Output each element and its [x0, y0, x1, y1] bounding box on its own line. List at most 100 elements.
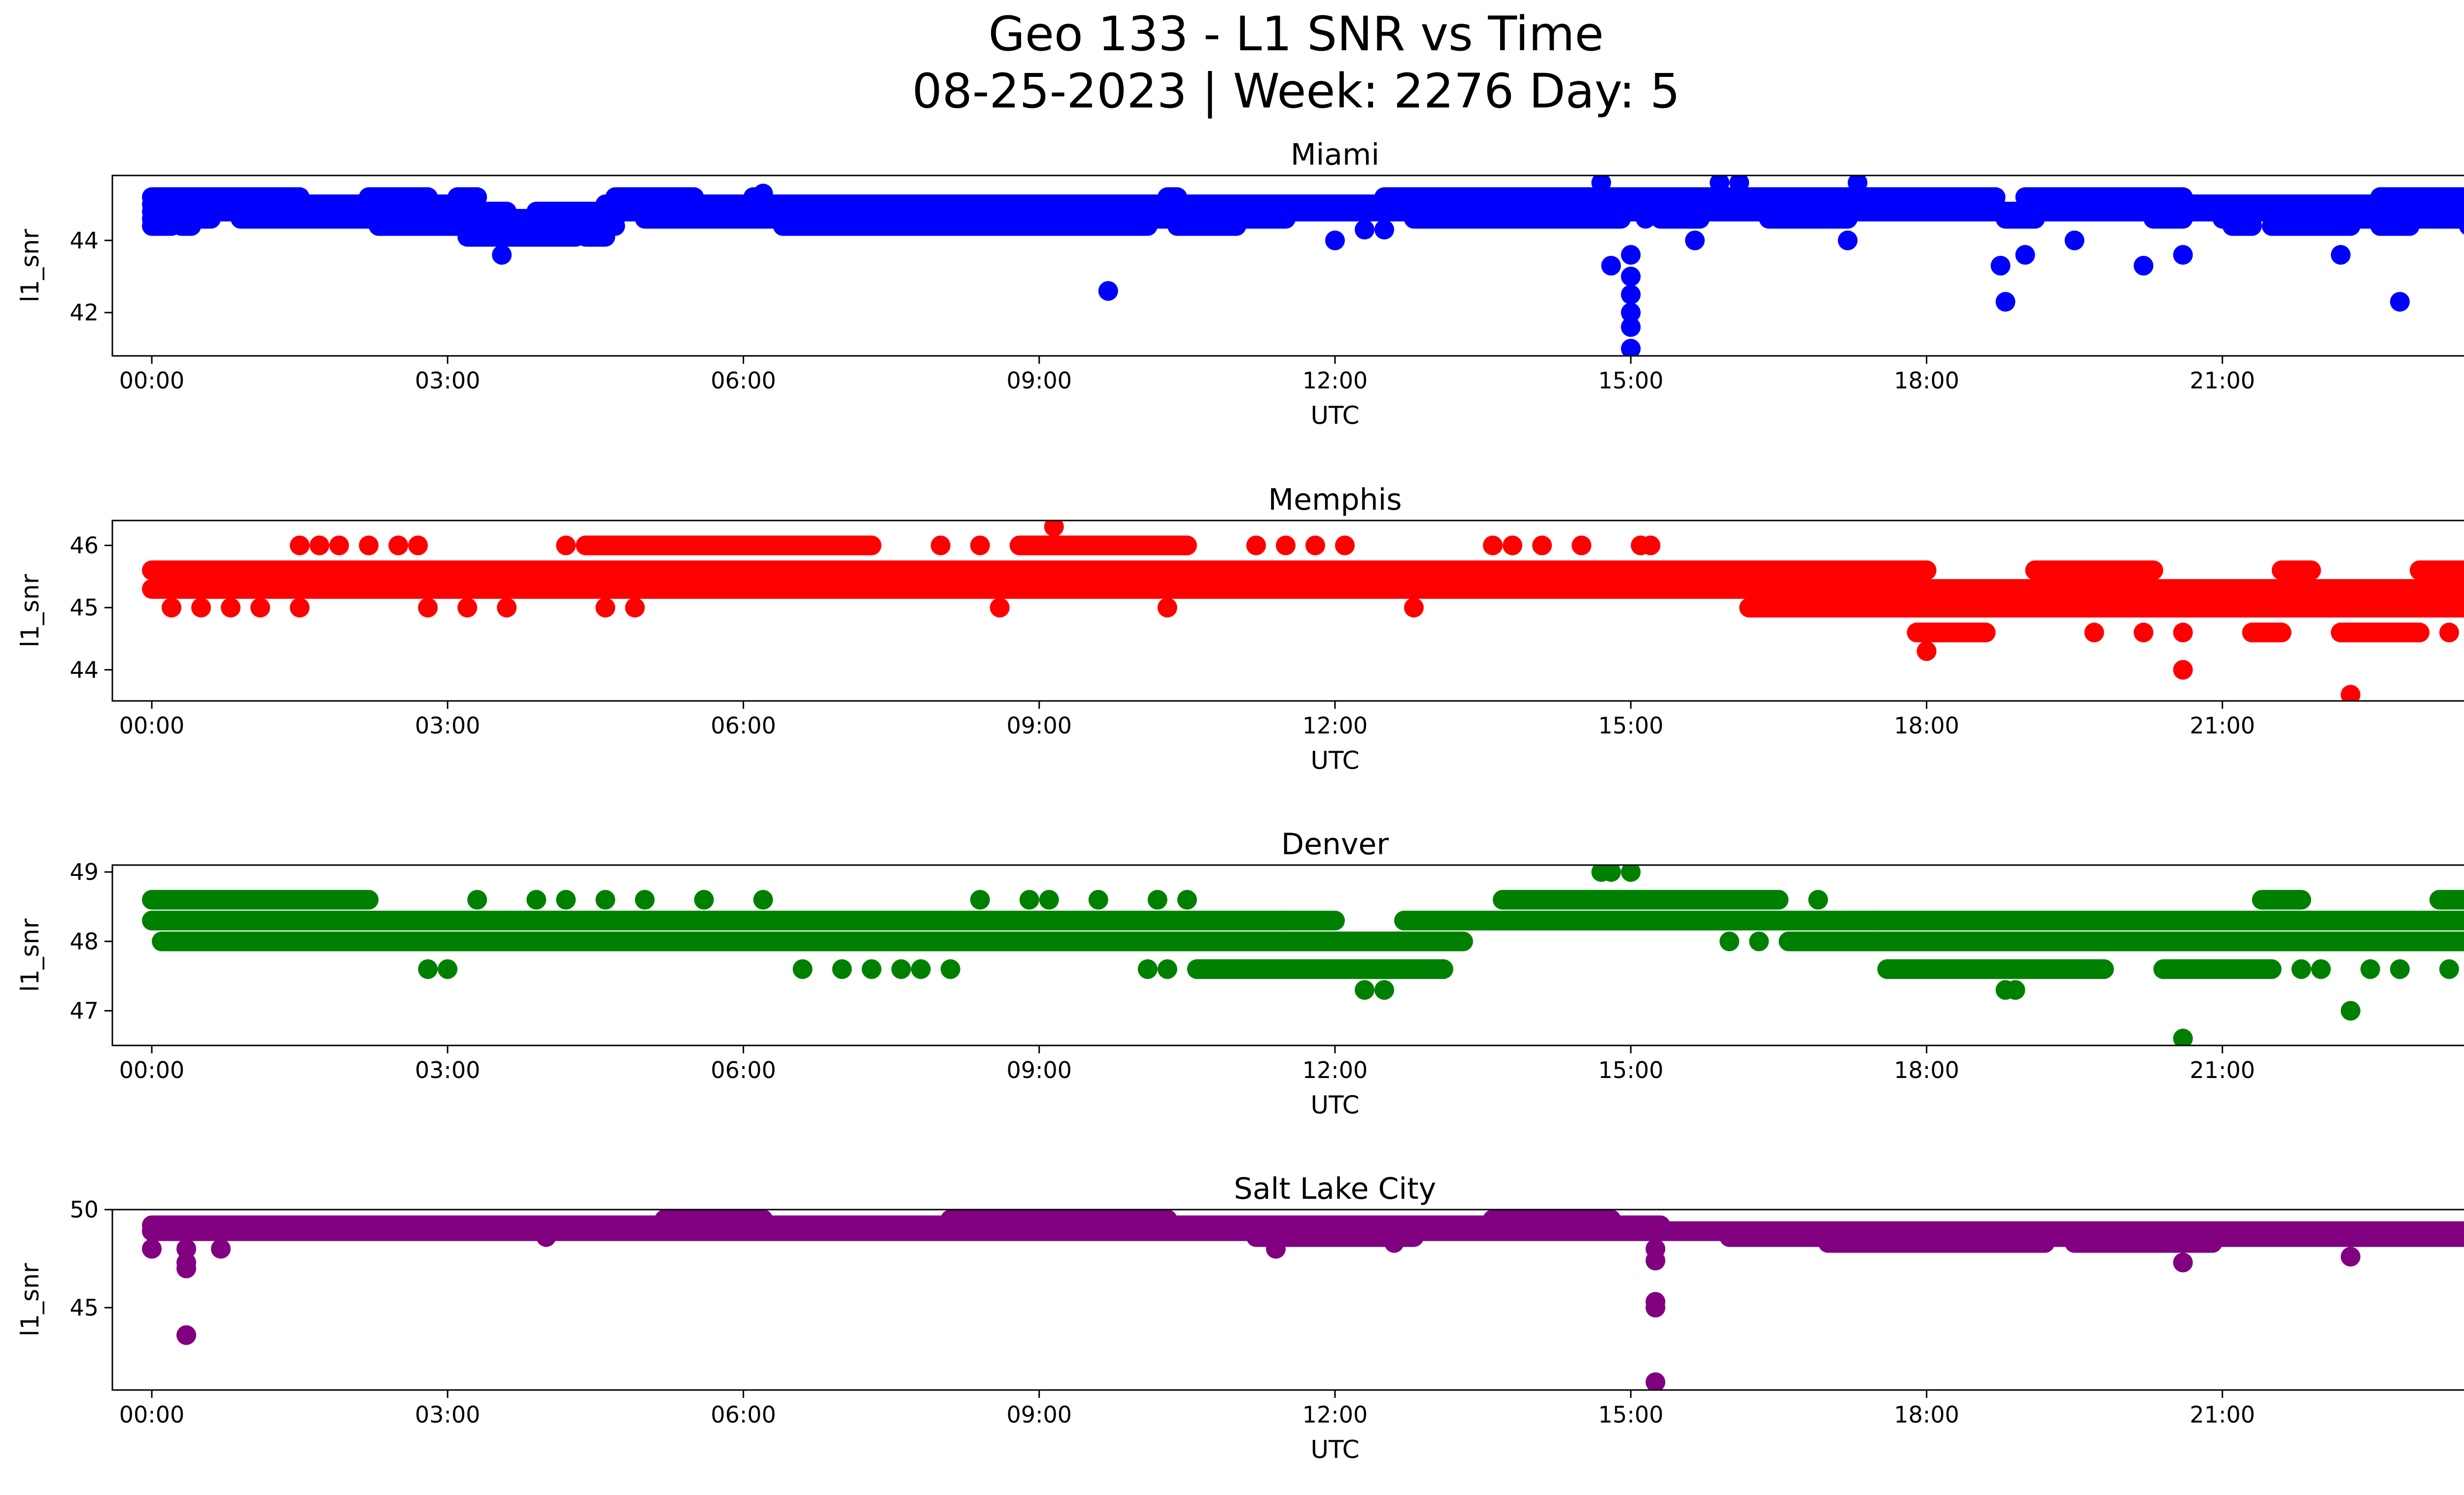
- panel-3-point-4: [635, 890, 655, 910]
- panel-2-point-31: [1157, 597, 1177, 618]
- panel-2-point-4: [388, 535, 409, 556]
- panel-4-xtick-label-0: 00:00: [119, 1401, 185, 1428]
- panel-3-point-0: [467, 890, 487, 910]
- panel-2-point-5: [408, 535, 428, 556]
- panel-1-xtick-label-3: 09:00: [1006, 367, 1072, 394]
- panel-4-point-11: [2173, 1252, 2193, 1273]
- panel-2-point-1: [309, 535, 330, 556]
- panel-3-point-1: [526, 890, 547, 910]
- panel-3-point-3: [595, 890, 616, 910]
- panel-3-xtick-label-7: 21:00: [2190, 1057, 2255, 1083]
- panel-2-point-22: [221, 597, 241, 618]
- panel-1-point-7: [1621, 303, 1641, 323]
- panel-4-point-12: [2340, 1247, 2361, 1267]
- panel-1-point-8: [1621, 317, 1641, 337]
- panel-2-xtick-label-5: 15:00: [1598, 712, 1664, 739]
- panel-1-point-26: [1729, 175, 1749, 193]
- panel-3-xtick-label-3: 09:00: [1006, 1057, 1072, 1083]
- panel-3-xtick-label-2: 06:00: [711, 1057, 776, 1083]
- panel-2-point-12: [1335, 535, 1355, 556]
- panel-2-point-13: [1483, 535, 1503, 556]
- panel-1-point-3: [1601, 256, 1621, 276]
- panel-3-point-25: [1157, 959, 1177, 979]
- panel-3-point-9: [1039, 890, 1059, 910]
- panel-3-point-18: [792, 959, 813, 979]
- panel-3: Denver 00:00 03:00 06:00 09:00 12:00 15:00 18:0…: [16, 827, 2464, 1119]
- panel-3-point-10: [1088, 890, 1108, 910]
- panel-3-point-35: [1374, 980, 1395, 1000]
- panel-1-point-16: [2173, 245, 2193, 265]
- panel-1-ylabel: l1_snr: [16, 229, 44, 302]
- panel-3-point-37: [2005, 980, 2025, 1000]
- panel-3-xtick-label-4: 12:00: [1302, 1057, 1368, 1083]
- panel-1-xtick-label-1: 03:00: [415, 367, 480, 394]
- panel-3-point-2: [556, 890, 576, 910]
- panel-1-point-4: [1621, 245, 1641, 265]
- panel-4-xtick-label-5: 15:00: [1598, 1401, 1664, 1428]
- panel-2-xtick-label-2: 06:00: [711, 712, 776, 739]
- panel-1-point-15: [2133, 256, 2154, 276]
- panel-3-xtick-label-6: 18:00: [1894, 1057, 1959, 1083]
- panel-4: Salt Lake City 00:00 03:00 06:00 09:00 12:00 1…: [16, 1172, 2464, 1464]
- panel-4-point-15: [1384, 1233, 1404, 1253]
- panel-1-xtick-label-2: 06:00: [711, 367, 776, 394]
- panel-4-ytick-label-1: 50: [69, 1196, 99, 1223]
- panel-2-point-14: [1503, 535, 1523, 556]
- panel-2-point-16: [1572, 535, 1592, 556]
- panel-3-point-23: [940, 959, 960, 979]
- panel-1-point-9: [1621, 339, 1641, 356]
- panel-3-point-30: [2439, 959, 2459, 979]
- panel-3-xtick-label-1: 03:00: [415, 1057, 480, 1083]
- panel-3-point-33: [1621, 865, 1641, 882]
- panel-4-point-16: [536, 1227, 556, 1247]
- panel-2-point-11: [1305, 535, 1325, 556]
- panel-1-xtick-label-4: 12:00: [1302, 367, 1368, 394]
- panel-2-point-24: [290, 597, 310, 618]
- panel-3-point-19: [832, 959, 852, 979]
- panel-1-point-14: [2064, 230, 2085, 250]
- panel-4-title: Salt Lake City: [1234, 1172, 1437, 1206]
- panel-1-point-5: [1621, 266, 1641, 286]
- panel-4-point-10: [1645, 1372, 1666, 1390]
- panel-4-ylabel: l1_snr: [16, 1263, 44, 1336]
- panel-2-xtick-label-6: 18:00: [1894, 712, 1959, 739]
- panel-1-point-1: [1098, 281, 1118, 301]
- panel-2-point-2: [329, 535, 349, 556]
- panel-1-point-27: [1848, 175, 1868, 193]
- panel-3-point-29: [2390, 959, 2410, 979]
- panel-2-ytick-label-0: 44: [69, 657, 99, 683]
- panel-1-data: [142, 175, 2464, 356]
- panel-1-point-12: [1995, 292, 2016, 312]
- panel-2-xtick-label-7: 21:00: [2190, 712, 2255, 739]
- panel-3-ytick-label-1: 48: [69, 928, 99, 955]
- panel-3-ytick-label-2: 49: [69, 859, 99, 885]
- panel-2-point-8: [970, 535, 990, 556]
- panel-3-point-8: [1019, 890, 1039, 910]
- panel-2-point-10: [1275, 535, 1296, 556]
- panel-2-point-20: [162, 597, 182, 618]
- panel-4-xtick-label-3: 09:00: [1006, 1401, 1072, 1428]
- panel-4-point-5: [211, 1239, 231, 1259]
- panel-2-point-19: [1044, 521, 1064, 537]
- panel-1-ytick-label-1: 44: [69, 227, 99, 254]
- panel-2-ytick-label-1: 45: [69, 594, 99, 621]
- panel-2-xtick-label-3: 09:00: [1006, 712, 1072, 739]
- panel-2-point-23: [250, 597, 271, 618]
- panel-4-ytick-label-0: 45: [69, 1294, 99, 1321]
- panel-3-point-16: [418, 959, 438, 979]
- panel-4-point-0: [142, 1239, 162, 1259]
- panel-1: Miami 00:00 03:00 06:00 09:00 12:00 15:00 18:00…: [16, 138, 2464, 430]
- panel-2-point-9: [1246, 535, 1266, 556]
- panel-1-point-10: [1636, 209, 1656, 229]
- panel-2-point-27: [497, 597, 517, 618]
- panel-1-xlabel: UTC: [1310, 401, 1359, 430]
- panel-3-point-5: [694, 890, 714, 910]
- panel-2-xtick-label-0: 00:00: [119, 712, 185, 739]
- panel-2-point-7: [930, 535, 951, 556]
- panel-3-title: Denver: [1281, 827, 1389, 862]
- panel-3-point-13: [1808, 890, 1828, 910]
- panel-1-point-2: [1325, 230, 1345, 250]
- panel-4-xtick-label-4: 12:00: [1302, 1401, 1368, 1428]
- panel-1-point-21: [1355, 219, 1375, 240]
- panel-2-point-3: [359, 535, 379, 556]
